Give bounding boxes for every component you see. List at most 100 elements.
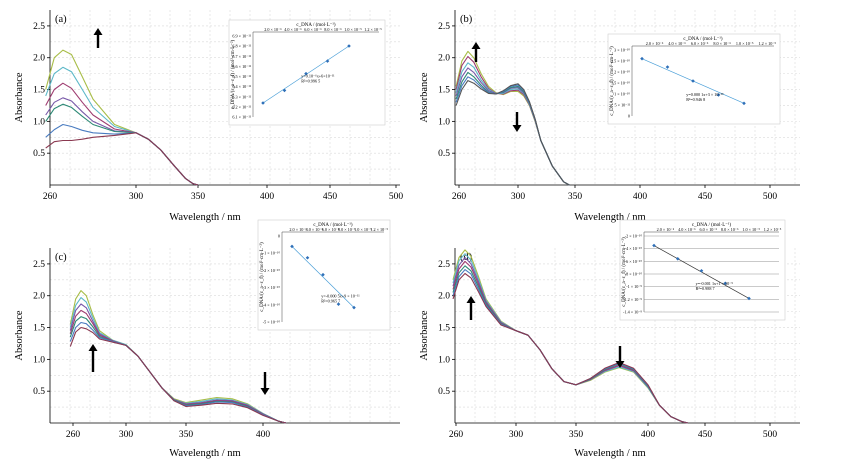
panel-a-inset-x-title: c_DNA / (mol·L⁻¹) <box>296 22 335 28</box>
panel-b-inset-y-tick: 2.5 × 10⁻¹⁰ <box>611 59 630 64</box>
panel-a-y-tick-label: 0.5 <box>33 149 45 159</box>
panel-a-y-tick-label: 2.5 <box>33 22 45 32</box>
panel-a-inset-frame <box>228 19 386 126</box>
panel-c-inset: c_DNA / (mol·L⁻¹) 2.0 × 10⁻⁶4.0 × 10⁻⁶6.0… <box>257 219 391 331</box>
panel-c-inset-x-tick: 2.0 × 10⁻⁶ <box>289 227 307 232</box>
panel-c-y-tick-label: 1.0 <box>33 355 45 365</box>
panel-d-x-tick-label: 260 <box>449 430 464 440</box>
panel-c-inset-x-tick: 8.0 × 10⁻⁶ <box>338 227 356 232</box>
panel-d-panel-label: (d) <box>460 252 473 263</box>
panel-d-x-axis-label: Wavelength / nm <box>574 448 645 459</box>
panel-b-spectra <box>455 50 570 186</box>
panel-d-inset-y-tick: -6 × 10⁻¹⁰ <box>625 259 643 264</box>
panel-a-x-tick-label: 260 <box>43 192 58 202</box>
panel-d-x-tick-label: 400 <box>641 430 656 440</box>
panel-c-inset-x-title: c_DNA / (mol·L⁻¹) <box>313 222 352 228</box>
panel-a: 0.5 1.0 1.5 2.0 2.5 260 300 350 400 450 500 Wavelen… <box>14 10 403 223</box>
panel-b-x-axis-label: Wavelength / nm <box>574 212 645 223</box>
panel-a-inset-y-tick: 6.8 × 10⁻¹¹ <box>232 44 251 49</box>
panel-d-inset-y-tick: -4 × 10⁻¹⁰ <box>625 246 643 251</box>
panel-b-arrow-up-head <box>471 42 481 49</box>
panel-d-x-tick-label: 350 <box>569 430 584 440</box>
panel-d-inset-x-title: c_DNA / (mol·L⁻¹) <box>692 222 731 228</box>
panel-b-y-tick-label: 1.5 <box>438 86 450 96</box>
panel-d-y-tick-label: 1.0 <box>438 355 450 365</box>
panel-d-arrow-up-head <box>466 296 476 303</box>
panel-a-series-line-4 <box>45 97 199 186</box>
panel-a-inset-y-tick: 6.9 × 10⁻¹¹ <box>232 34 251 39</box>
panel-a-panel-label: (a) <box>55 14 67 25</box>
panel-a-arrow-up-head <box>93 28 103 35</box>
panel-d-inset-point <box>675 256 680 261</box>
panel-d-inset-x-tick: 1.0 × 10⁻⁵ <box>742 227 760 232</box>
panel-b-inset-point <box>640 56 644 61</box>
panel-d-inset-x-tick: 2.0 × 10⁻⁶ <box>657 227 675 232</box>
panel-b-inset-y-tick: 2 × 10⁻¹⁰ <box>614 70 630 75</box>
panel-b-y-tick-label: 2.5 <box>438 22 450 32</box>
panel-a-inset-y-tick: 6.4 × 10⁻¹¹ <box>232 84 251 89</box>
panel-d-inset-x-tick: 8.0 × 10⁻⁶ <box>721 227 739 232</box>
panel-d-x-tick-label: 500 <box>763 430 778 440</box>
panel-a-inset-x-tick: 1.2 × 10⁻⁵ <box>364 27 382 32</box>
panel-d-arrow-down-head <box>615 361 625 368</box>
panel-a-inset-y-tick: 6.3 × 10⁻¹¹ <box>232 94 251 99</box>
panel-c-x-tick-label: 350 <box>179 430 194 440</box>
panel-b-y-tick-label: 2.0 <box>438 54 450 64</box>
panel-a-inset-y-tick: 6.1 × 10⁻¹¹ <box>232 115 251 120</box>
panel-a-inset-point <box>304 71 308 76</box>
panel-b-x-tick-label: 400 <box>633 192 648 202</box>
panel-c-y-tick-label: 2.0 <box>33 292 45 302</box>
panel-d-inset-x-tick: 6.0 × 10⁻⁶ <box>700 227 718 232</box>
panel-a-series-line-7 <box>45 132 199 186</box>
panel-d-inset-y-tick: -1.4 × 10⁻⁹ <box>623 310 642 315</box>
panel-a-inset-y-tick: 6.2 × 10⁻¹¹ <box>232 104 251 109</box>
panel-c-series-line-7 <box>69 326 287 424</box>
panel-a-inset-point <box>282 88 287 93</box>
panel-b-inset-equation: y=0.000 1x+3 × 10⁻¹⁰ <box>686 92 724 97</box>
panel-a-series-line-5 <box>45 103 199 186</box>
panel-a-x-axis-label: Wavelength / nm <box>169 212 240 223</box>
panel-c-inset-point <box>321 272 325 277</box>
panel-d-inset-point <box>747 296 751 301</box>
panel-c-inset-point <box>352 305 356 310</box>
panel-c-x-axis-label: Wavelength / nm <box>169 448 240 459</box>
panel-c-panel-label: (c) <box>55 252 67 263</box>
panel-a-series-line-6 <box>45 123 199 186</box>
panel-a-y-tick-label: 2.0 <box>33 54 45 64</box>
panel-d-inset-equation: y=-0.001 1x+1 × 10⁻⁹ <box>696 281 734 286</box>
panel-a-spectra <box>45 49 199 186</box>
panel-c-y-tick-label: 1.5 <box>33 324 45 334</box>
panel-a-x-tick-label: 350 <box>191 192 206 202</box>
panel-c-inset-x-tick: 4.0 × 10⁻⁶ <box>306 227 324 232</box>
panel-a-x-tick-label: 450 <box>323 192 338 202</box>
panel-b-panel-label: (b) <box>460 14 473 25</box>
panel-d-spectra <box>452 249 689 424</box>
panel-c-x-tick-label: 300 <box>119 430 134 440</box>
panel-b-inset-x-tick: 1.0 × 10⁻⁵ <box>736 41 754 46</box>
panel-b-inset-x-tick: 1.2 × 10⁻⁵ <box>758 41 776 46</box>
panel-a-y-tick-label: 1.0 <box>33 117 45 127</box>
panel-b-inset-y-title: c_DNA/(ε_a−ε_f) / (mol²·cm·L⁻²) <box>609 46 615 116</box>
panel-a-inset-r2: R²=0.996 5 <box>301 78 320 83</box>
panel-d-series-line-7 <box>452 272 689 424</box>
panel-b-inset-point <box>716 93 721 97</box>
panel-b-inset-frame <box>607 33 781 125</box>
panel-c-inset-fit-line <box>291 246 355 308</box>
panel-d-y-tick-label: 2.0 <box>438 292 450 302</box>
panel-b-series-line-7 <box>455 80 570 186</box>
panel-d-inset: c_DNA / (mol·L⁻¹) 2.0 × 10⁻⁶ 4.0 × 10⁻⁶ 6.0… <box>619 219 786 321</box>
panel-b-y-axis-label: Absorbance <box>419 72 430 122</box>
panel-d-inset-y-title: c_DNA/(ε_a−ε_f) / (mol²·cm·L⁻²) <box>621 237 627 307</box>
panel-b-x-tick-label: 260 <box>452 192 467 202</box>
panel-d-y-axis-label: Absorbance <box>419 310 430 360</box>
panel-c-inset-x-tick: 1.2 × 10⁻⁵ <box>370 227 388 232</box>
panel-c-inset-equation: y=-0.000 5x+9 × 10⁻¹¹ <box>321 293 360 298</box>
panel-b-inset-y-tick: 1.5 × 10⁻¹⁰ <box>611 81 630 86</box>
panel-a-inset-y-tick: 6.7 × 10⁻¹¹ <box>232 54 251 59</box>
panel-b-inset-x-title: c_DNA / (mol·L⁻¹) <box>683 36 722 42</box>
panel-a-inset-x-tick: 4.0 × 10⁻⁶ <box>284 27 302 32</box>
panel-a-y-axis-label: Absorbance <box>14 72 25 122</box>
panel-b-inset: c_DNA / (mol·L⁻¹) 2.0 × 10⁻⁶ 4.0 × 10⁻⁶ 6.0… <box>607 33 781 125</box>
panel-b-series-line-6 <box>455 76 570 186</box>
panel-c-x-tick-label: 400 <box>256 430 271 440</box>
